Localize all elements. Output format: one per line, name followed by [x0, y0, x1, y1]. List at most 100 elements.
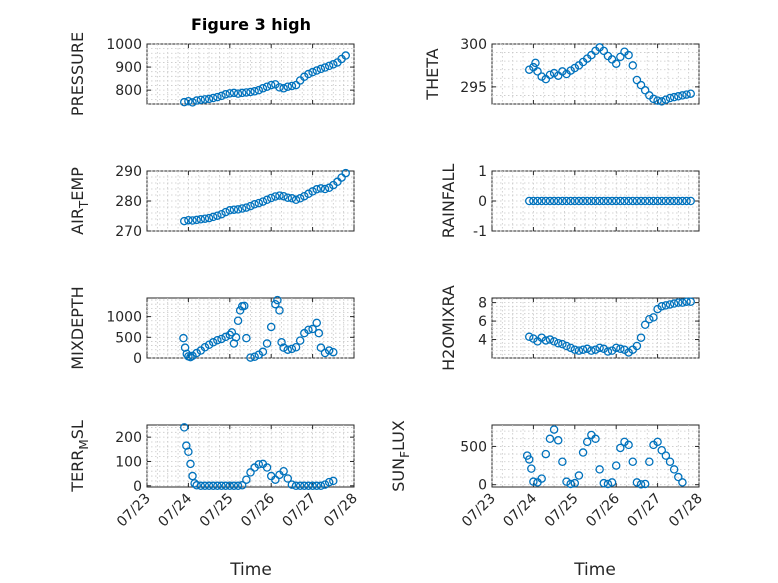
data-point: [537, 196, 546, 206]
data-point: [657, 97, 666, 106]
xtick-label: 07/25: [197, 491, 237, 531]
data-point: [607, 478, 617, 487]
subplot-theta: THETA 295 300: [423, 37, 700, 106]
data-point: [640, 479, 650, 489]
data-point: [578, 448, 588, 457]
data-point: [254, 85, 264, 95]
data-point: [208, 481, 218, 491]
data-point: [341, 51, 350, 60]
data-point: [233, 89, 243, 98]
data-point: [287, 81, 297, 91]
grid-air-temp: [146, 170, 355, 232]
grid-pressure: [146, 43, 355, 105]
subplot-air-temp: AIRTEMP 270 280 290: [68, 164, 355, 240]
data-point: [682, 297, 691, 306]
data-point: [661, 95, 671, 104]
data-point: [686, 196, 695, 206]
data-point: [578, 345, 588, 354]
data-point: [300, 191, 309, 201]
data-point: [562, 477, 571, 486]
ylabel-theta: THETA: [423, 48, 442, 100]
data-point: [531, 58, 540, 68]
data-point: [636, 480, 646, 489]
data-point: [233, 205, 243, 214]
data-point: [611, 461, 621, 470]
data-point: [229, 88, 239, 98]
ytick-label: 0: [478, 478, 487, 494]
data-point: [200, 95, 210, 104]
ytick-label: 270: [115, 224, 142, 240]
data-point: [669, 196, 679, 206]
data-point: [213, 92, 222, 102]
data-point: [200, 214, 210, 223]
data-point: [316, 481, 326, 491]
data-point: [273, 295, 282, 305]
data-point: [533, 196, 542, 206]
data-point: [570, 345, 580, 354]
data-point: [653, 96, 662, 105]
data-point: [246, 201, 255, 211]
data-point: [271, 192, 280, 201]
data-point: [587, 196, 596, 206]
data-point: [595, 465, 604, 474]
xtick-label: 07/23: [459, 491, 499, 531]
ylabel-part: TERR: [68, 450, 87, 493]
data-point: [611, 343, 621, 353]
data-point: [192, 348, 201, 358]
data-point: [628, 457, 638, 466]
data-point: [674, 298, 683, 307]
data-point: [545, 196, 555, 206]
data-point: [213, 335, 222, 345]
data-point: [678, 196, 687, 206]
data-point: [649, 313, 658, 322]
data-point: [233, 481, 243, 491]
data-point: [607, 196, 617, 206]
data-point: [582, 344, 592, 354]
data-point: [279, 466, 288, 476]
subplot-mixdepth: MIXDEPTH 0 500 1000: [68, 286, 355, 370]
data-point: [632, 75, 642, 85]
data-point: [316, 184, 326, 193]
data-point: [229, 205, 239, 214]
data-point: [525, 455, 534, 464]
data-point: [262, 195, 272, 205]
xtick-label: 07/25: [542, 491, 582, 531]
data-point: [611, 59, 621, 68]
data-point: [312, 66, 321, 75]
data-point: [620, 196, 629, 206]
data-point: [599, 478, 609, 488]
data-point: [213, 211, 222, 220]
xtick-label: 07/28: [666, 491, 706, 531]
data-point: [320, 63, 330, 72]
data-point: [324, 61, 334, 71]
series-mixdepth: [179, 295, 338, 362]
data-point: [196, 95, 206, 105]
ylabel-sun-flux: SUNFLUX: [389, 420, 412, 492]
data-point: [287, 194, 297, 203]
data-point: [242, 333, 251, 343]
data-point: [246, 87, 255, 97]
data-point: [341, 168, 350, 178]
data-point: [279, 343, 288, 352]
data-point: [541, 449, 551, 459]
data-point: [632, 341, 642, 351]
data-point: [533, 67, 542, 76]
data-point: [204, 213, 214, 223]
data-point: [312, 318, 321, 328]
data-point: [611, 196, 621, 206]
data-point: [254, 198, 264, 208]
data-point: [186, 459, 195, 469]
data-point: [636, 196, 646, 206]
data-point: [525, 196, 534, 206]
data-point: [525, 332, 534, 342]
data-point: [329, 347, 338, 357]
data-point: [200, 481, 210, 491]
data-point: [217, 91, 226, 101]
data-point: [221, 332, 230, 342]
data-point: [221, 90, 230, 99]
data-point: [320, 348, 330, 358]
data-point: [233, 316, 243, 326]
ylabel-air-temp: AIRTEMP: [68, 167, 91, 235]
data-point: [258, 84, 268, 93]
